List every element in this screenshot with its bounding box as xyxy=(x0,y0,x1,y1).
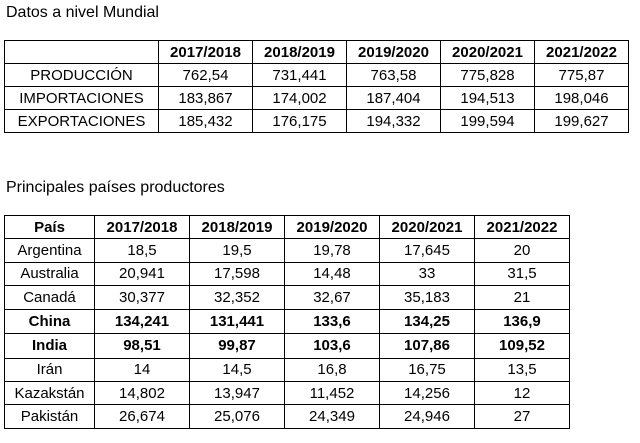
table-header-row: 2017/2018 2018/2019 2019/2020 2020/2021 … xyxy=(4,40,629,64)
table-cell: 19,5 xyxy=(189,238,285,263)
table-cell: 98,51 xyxy=(94,333,190,359)
row-label: IMPORTACIONES xyxy=(4,86,159,110)
table-cell: 14,48 xyxy=(284,261,380,287)
table-row: India 98,51 99,87 103,6 107,86 109,52 xyxy=(4,333,570,359)
table-row: Australia 20,941 17,598 14,48 33 31,5 xyxy=(4,261,570,287)
table-cell: 183,867 xyxy=(158,86,253,110)
row-label: Australia xyxy=(4,261,95,287)
row-label: EXPORTACIONES xyxy=(4,109,159,133)
table-cell: 134,25 xyxy=(379,308,475,335)
table-cell: 16,8 xyxy=(284,357,380,382)
table-cell: 763,58 xyxy=(346,63,441,87)
table-cell: 176,175 xyxy=(252,109,347,133)
table-cell: 14,802 xyxy=(94,380,190,406)
table-cell: 174,002 xyxy=(252,86,347,110)
column-header: 2017/2018 xyxy=(94,214,190,240)
column-header: 2020/2021 xyxy=(379,214,475,240)
table-row: EXPORTACIONES 185,432 176,175 194,332 19… xyxy=(4,109,629,133)
column-header: 2021/2022 xyxy=(534,40,629,64)
row-label: Kazakstán xyxy=(4,380,95,406)
table-cell: 20,941 xyxy=(94,261,190,287)
table-row: Canadá 30,377 32,352 32,67 35,183 21 xyxy=(4,285,570,310)
table-row: China 134,241 131,441 133,6 134,25 136,9 xyxy=(4,308,570,335)
table-cell: 27 xyxy=(474,404,570,429)
table-row: PRODUCCIÓN 762,54 731,441 763,58 775,828… xyxy=(4,63,629,87)
table-cell: 30,377 xyxy=(94,285,190,310)
table-cell: 17,645 xyxy=(379,238,475,263)
table-row: Pakistán 26,674 25,076 24,349 24,946 27 xyxy=(4,404,570,429)
table-cell: 33 xyxy=(379,261,475,287)
table-cell: 109,52 xyxy=(474,333,570,359)
column-header: 2018/2019 xyxy=(189,214,285,240)
table-cell: 16,75 xyxy=(379,357,475,382)
table-cell: 775,87 xyxy=(534,63,629,87)
table-cell: 14,5 xyxy=(189,357,285,382)
table-cell: 198,046 xyxy=(534,86,629,110)
table-cell: 35,183 xyxy=(379,285,475,310)
table-cell: 14,256 xyxy=(379,380,475,406)
table-cell: 99,87 xyxy=(189,333,285,359)
table-cell: 32,67 xyxy=(284,285,380,310)
world-data-table: 2017/2018 2018/2019 2019/2020 2020/2021 … xyxy=(4,40,629,133)
table-cell: 24,946 xyxy=(379,404,475,429)
column-header xyxy=(4,40,159,64)
table-cell: 107,86 xyxy=(379,333,475,359)
table-cell: 17,598 xyxy=(189,261,285,287)
table-cell: 194,513 xyxy=(440,86,535,110)
table-cell: 18,5 xyxy=(94,238,190,263)
table-cell: 762,54 xyxy=(158,63,253,87)
table-cell: 185,432 xyxy=(158,109,253,133)
table-cell: 21 xyxy=(474,285,570,310)
table-cell: 12 xyxy=(474,380,570,406)
world-data-title: Datos a nivel Mundial xyxy=(6,4,159,21)
table-cell: 32,352 xyxy=(189,285,285,310)
table-cell: 20 xyxy=(474,238,570,263)
table-cell: 134,241 xyxy=(94,308,190,335)
table-row: IMPORTACIONES 183,867 174,002 187,404 19… xyxy=(4,86,629,110)
table-row: Argentina 18,5 19,5 19,78 17,645 20 xyxy=(4,238,570,263)
column-header: 2018/2019 xyxy=(252,40,347,64)
table-row: Kazakstán 14,802 13,947 11,452 14,256 12 xyxy=(4,380,570,406)
table-cell: 26,674 xyxy=(94,404,190,429)
table-cell: 131,441 xyxy=(189,308,285,335)
producers-table: País 2017/2018 2018/2019 2019/2020 2020/… xyxy=(4,214,570,429)
table-cell: 136,9 xyxy=(474,308,570,335)
table-cell: 194,332 xyxy=(346,109,441,133)
table-cell: 24,349 xyxy=(284,404,380,429)
table-cell: 19,78 xyxy=(284,238,380,263)
table-header-row: País 2017/2018 2018/2019 2019/2020 2020/… xyxy=(4,214,570,240)
column-header: 2017/2018 xyxy=(158,40,253,64)
table-cell: 13,947 xyxy=(189,380,285,406)
table-cell: 187,404 xyxy=(346,86,441,110)
row-label: Irán xyxy=(4,357,95,382)
column-header: 2020/2021 xyxy=(440,40,535,64)
column-header: 2019/2020 xyxy=(284,214,380,240)
table-cell: 103,6 xyxy=(284,333,380,359)
table-row: Irán 14 14,5 16,8 16,75 13,5 xyxy=(4,357,570,382)
row-label: China xyxy=(4,308,95,335)
column-header: 2019/2020 xyxy=(346,40,441,64)
table-cell: 731,441 xyxy=(252,63,347,87)
column-header: País xyxy=(4,214,95,240)
table-cell: 199,627 xyxy=(534,109,629,133)
table-cell: 133,6 xyxy=(284,308,380,335)
table-cell: 13,5 xyxy=(474,357,570,382)
table-cell: 25,076 xyxy=(189,404,285,429)
table-cell: 775,828 xyxy=(440,63,535,87)
row-label: Pakistán xyxy=(4,404,95,429)
row-label: India xyxy=(4,333,95,359)
table-cell: 11,452 xyxy=(284,380,380,406)
table-cell: 199,594 xyxy=(440,109,535,133)
row-label: PRODUCCIÓN xyxy=(4,63,159,87)
table-cell: 14 xyxy=(94,357,190,382)
producers-title: Principales países productores xyxy=(6,179,225,196)
column-header: 2021/2022 xyxy=(474,214,570,240)
table-cell: 31,5 xyxy=(474,261,570,287)
row-label: Canadá xyxy=(4,285,95,310)
row-label: Argentina xyxy=(4,238,95,263)
